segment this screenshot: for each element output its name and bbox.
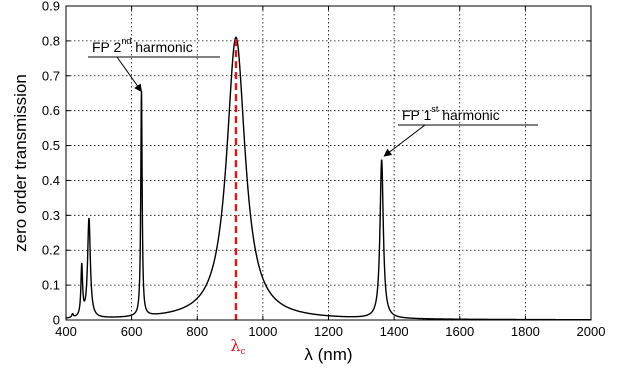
y-tick-label: 0.8 (42, 33, 60, 48)
y-tick-label: 0.2 (42, 243, 60, 258)
y-tick-label: 0 (53, 313, 60, 328)
y-tick-label: 0.9 (42, 0, 60, 14)
annotation-arrow (116, 56, 143, 93)
y-axis-label: zero order transmission (11, 74, 30, 252)
x-tick-label: 800 (186, 324, 208, 339)
lambda-c-symbol: λ (230, 336, 240, 355)
annotation-rest: harmonic (131, 39, 192, 55)
curve-layer (65, 36, 592, 321)
x-tick-label: 600 (121, 324, 143, 339)
transmission-curve (65, 36, 592, 321)
y-tick-label: 0.7 (42, 68, 60, 83)
y-tick-label: 0.5 (42, 138, 60, 153)
y-tick-label: 0.1 (42, 278, 60, 293)
annotation-superscript: nd (121, 36, 131, 46)
x-axis-label: λ (nm) (304, 345, 352, 364)
y-tick-label: 0.3 (42, 208, 60, 223)
annotation-label: FP 2nd harmonic (92, 36, 193, 55)
x-tick-label: 400 (55, 324, 77, 339)
lambda-c-label: λc (230, 336, 245, 357)
x-tick-label: 1200 (314, 324, 343, 339)
y-tick-label: 0.6 (42, 103, 60, 118)
annotation-base: FP 2 (92, 39, 122, 55)
annotation-label: FP 1st harmonic (402, 104, 500, 123)
annotation-base: FP 1 (402, 107, 432, 123)
x-tick-label: 1800 (511, 324, 540, 339)
grid (66, 6, 591, 320)
x-tick-label: 1400 (380, 324, 409, 339)
x-tick-label: 1000 (248, 324, 277, 339)
annotation-rest: harmonic (438, 107, 499, 123)
x-tick-label: 2000 (577, 324, 606, 339)
y-tick-label: 0.4 (42, 173, 60, 188)
ticks: 400 600 800 1000 1200 1400 1600 1800 2000 0 0.1 0.2… (42, 0, 606, 339)
annotation-arrow (383, 124, 426, 157)
lambda-c-subscript: c (241, 347, 246, 357)
x-tick-label: 1600 (445, 324, 474, 339)
annotation-superscript: st (431, 104, 439, 114)
